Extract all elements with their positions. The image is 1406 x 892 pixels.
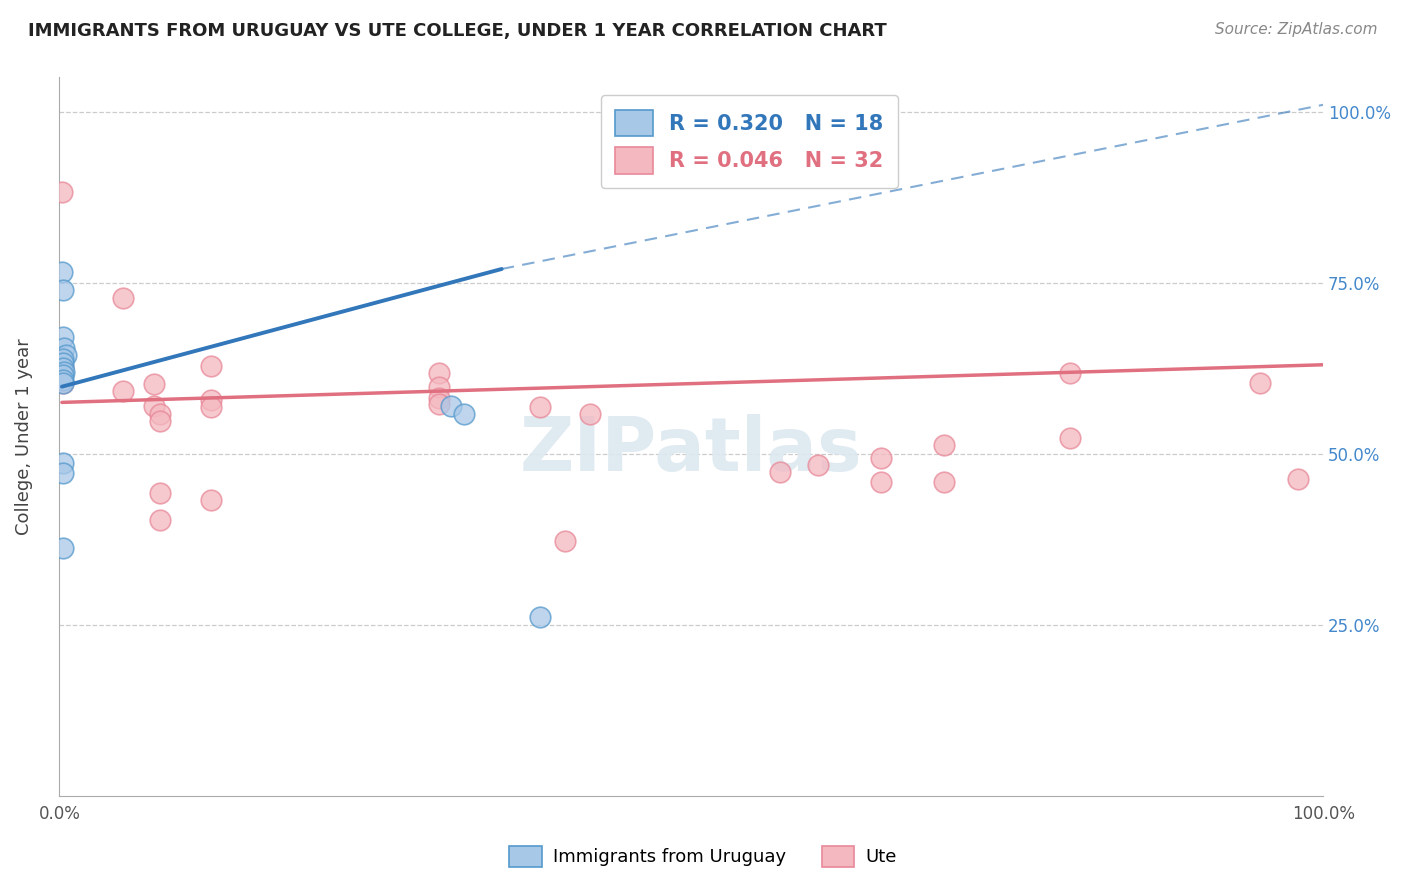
- Point: [53, 365, 76, 379]
- Point: [51, 186, 73, 200]
- Point: [1059, 366, 1081, 380]
- Point: [149, 407, 172, 421]
- Point: [53, 341, 76, 355]
- Point: [52, 368, 75, 382]
- Point: [529, 609, 551, 624]
- Legend: R = 0.320   N = 18, R = 0.046   N = 32: R = 0.320 N = 18, R = 0.046 N = 32: [600, 95, 898, 188]
- Point: [554, 534, 576, 549]
- Point: [1059, 431, 1081, 445]
- Point: [869, 451, 891, 466]
- Point: [52, 330, 75, 344]
- Point: [579, 407, 602, 421]
- Point: [143, 400, 166, 414]
- Point: [111, 291, 134, 305]
- Point: [807, 458, 830, 473]
- Text: IMMIGRANTS FROM URUGUAY VS UTE COLLEGE, UNDER 1 YEAR CORRELATION CHART: IMMIGRANTS FROM URUGUAY VS UTE COLLEGE, …: [28, 22, 887, 40]
- Point: [1249, 376, 1271, 391]
- Point: [52, 373, 75, 387]
- Point: [149, 513, 172, 527]
- Point: [149, 414, 172, 428]
- Point: [52, 361, 75, 376]
- Point: [52, 376, 75, 391]
- Point: [932, 475, 955, 490]
- Point: [427, 397, 450, 411]
- Point: [52, 466, 75, 480]
- Point: [200, 393, 222, 408]
- Point: [52, 352, 75, 367]
- Point: [453, 407, 475, 421]
- Point: [55, 347, 77, 361]
- Point: [149, 485, 172, 500]
- Point: [769, 465, 792, 479]
- Point: [52, 376, 75, 391]
- Legend: Immigrants from Uruguay, Ute: Immigrants from Uruguay, Ute: [502, 838, 904, 874]
- Point: [52, 283, 75, 297]
- Point: [427, 366, 450, 380]
- Point: [869, 475, 891, 490]
- Point: [52, 356, 75, 370]
- Point: [200, 400, 222, 414]
- Point: [529, 400, 551, 414]
- Text: Source: ZipAtlas.com: Source: ZipAtlas.com: [1215, 22, 1378, 37]
- Point: [932, 438, 955, 452]
- Y-axis label: College, Under 1 year: College, Under 1 year: [15, 338, 32, 535]
- Point: [200, 493, 222, 508]
- Point: [52, 541, 75, 555]
- Point: [52, 456, 75, 470]
- Point: [440, 399, 463, 413]
- Point: [52, 359, 75, 374]
- Point: [143, 376, 166, 391]
- Point: [200, 359, 222, 373]
- Point: [427, 391, 450, 405]
- Text: ZIPatlas: ZIPatlas: [520, 415, 862, 487]
- Point: [427, 380, 450, 394]
- Point: [51, 265, 73, 279]
- Point: [111, 384, 134, 398]
- Point: [1286, 472, 1309, 486]
